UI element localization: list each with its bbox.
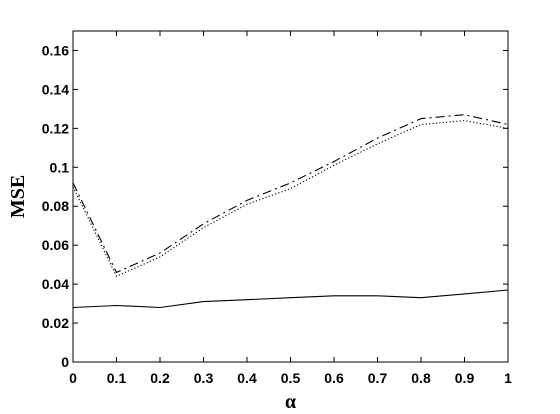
- y-tick-label: 0.02: [42, 315, 69, 331]
- x-tick-label: 0.6: [324, 370, 344, 386]
- y-tick-label: 0.06: [42, 237, 69, 253]
- y-axis-label: MSE: [7, 175, 29, 218]
- x-tick-label: 0.2: [150, 370, 170, 386]
- x-tick-label: 0.8: [411, 370, 431, 386]
- y-tick-label: 0.1: [50, 159, 70, 175]
- y-tick-label: 0.14: [42, 81, 69, 97]
- y-tick-label: 0.04: [42, 276, 69, 292]
- x-tick-label: 0: [69, 370, 77, 386]
- x-tick-label: 0.7: [368, 370, 388, 386]
- y-axis-ticks: 0 0.02 0.04 0.06 0.08 0.1 0.12 0.14 0.16: [42, 42, 508, 370]
- series-line-dotted: [72, 120, 509, 278]
- y-tick-label: 0.12: [42, 120, 69, 136]
- y-tick-label: 0: [61, 354, 69, 370]
- series-line-dashed: [72, 114, 509, 274]
- x-axis-label: α: [285, 391, 296, 413]
- x-tick-label: 0.1: [107, 370, 127, 386]
- x-tick-label: 0.9: [455, 370, 475, 386]
- x-tick-label: 0.3: [194, 370, 214, 386]
- plot-frame: [72, 30, 509, 363]
- x-tick-label: 0.4: [237, 370, 257, 386]
- series-line-solid: [72, 289, 509, 309]
- x-axis-ticks: 0 0.1 0.2 0.3 0.4 0.5 0.6 0.7 0.8 0.9 1: [69, 31, 512, 386]
- series-group: [72, 114, 509, 309]
- y-tick-label: 0.08: [42, 198, 69, 214]
- x-tick-label: 1: [504, 370, 512, 386]
- y-tick-label: 0.16: [42, 42, 69, 58]
- x-tick-label: 0.5: [281, 370, 301, 386]
